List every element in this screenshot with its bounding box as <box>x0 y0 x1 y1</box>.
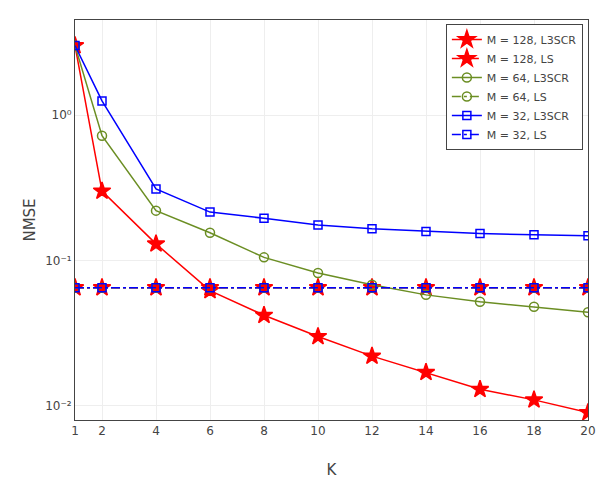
svg-text:NMSE: NMSE <box>21 198 39 241</box>
svg-text:4: 4 <box>152 424 160 438</box>
svg-text:16: 16 <box>472 424 487 438</box>
svg-text:M = 32, LS: M = 32, LS <box>487 129 547 142</box>
svg-text:10⁻¹: 10⁻¹ <box>45 254 72 268</box>
svg-text:1: 1 <box>71 424 79 438</box>
svg-text:M = 64, L3SCR: M = 64, L3SCR <box>487 72 569 85</box>
svg-text:6: 6 <box>206 424 214 438</box>
svg-text:2: 2 <box>98 424 106 438</box>
svg-text:20: 20 <box>580 424 595 438</box>
svg-text:10: 10 <box>310 424 325 438</box>
svg-text:M = 32, L3SCR: M = 32, L3SCR <box>487 110 569 123</box>
svg-text:10⁰: 10⁰ <box>52 108 72 122</box>
svg-text:10⁻²: 10⁻² <box>45 399 72 413</box>
svg-text:M = 128, L3SCR: M = 128, L3SCR <box>487 34 576 47</box>
svg-text:14: 14 <box>418 424 433 438</box>
svg-text:K: K <box>327 461 338 479</box>
svg-text:18: 18 <box>526 424 541 438</box>
svg-text:M = 64, LS: M = 64, LS <box>487 91 547 104</box>
svg-text:8: 8 <box>260 424 268 438</box>
svg-text:M = 128, LS: M = 128, LS <box>487 53 554 66</box>
svg-text:12: 12 <box>364 424 379 438</box>
